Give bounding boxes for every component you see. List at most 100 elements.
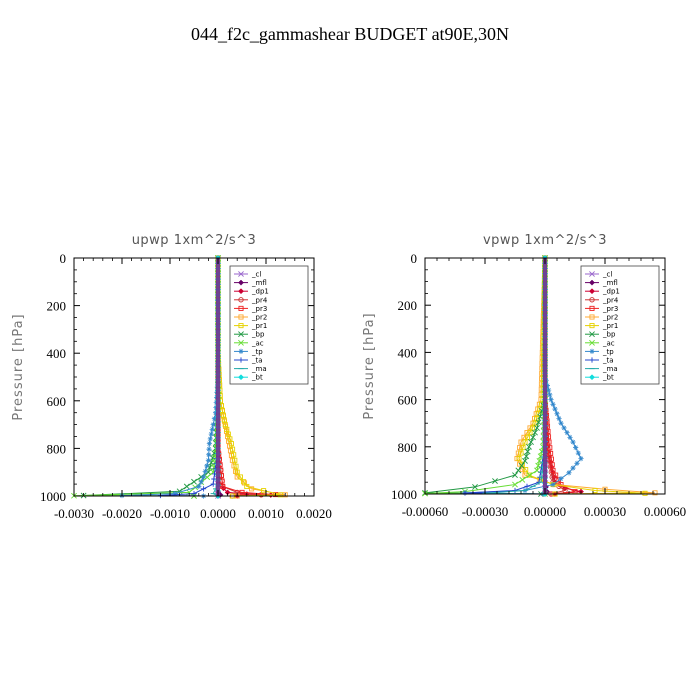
data-point: [196, 483, 202, 490]
data-point: [238, 357, 244, 363]
data-point: [549, 462, 555, 468]
data-point: [202, 468, 208, 475]
data-point: [589, 331, 595, 338]
data-point: [282, 492, 288, 498]
y-tick-label: 1000: [40, 489, 66, 504]
data-point: [512, 481, 518, 488]
series-line: [464, 258, 546, 495]
data-point: [526, 472, 533, 479]
data-point: [517, 445, 523, 451]
legend-label: _pr1: [602, 322, 618, 330]
data-point: [207, 436, 213, 442]
y-tick-label: 200: [398, 298, 418, 313]
legend-label: _tp: [251, 348, 263, 356]
data-point: [556, 415, 562, 422]
legend-item: _pr1: [234, 322, 267, 330]
x-tick-label: -0.0030: [54, 506, 94, 521]
figure-title: 044_f2c_gammashear BUDGET at90E,30N: [191, 24, 509, 44]
data-point: [238, 339, 244, 346]
data-point: [524, 448, 531, 455]
legend: _cl_mfl_dp1_pr4_pr3_pr2_pr1_bp_ac_tp_ta_…: [229, 265, 309, 385]
legend-label: _ta: [602, 357, 614, 365]
data-point: [548, 450, 554, 456]
series_ac: [422, 255, 548, 497]
data-point: [239, 489, 245, 495]
data-point: [589, 305, 595, 311]
data-point: [206, 446, 212, 452]
legend-item: _cl: [234, 271, 261, 279]
data-point: [566, 470, 572, 476]
y-tick-label: 0: [411, 251, 418, 266]
legend-item: _bp: [234, 331, 265, 339]
data-point: [210, 481, 216, 487]
data-point: [589, 339, 595, 346]
data-point: [209, 426, 215, 432]
data-point: [238, 279, 244, 286]
x-tick-label: -0.0020: [102, 506, 142, 521]
data-point: [589, 314, 595, 320]
data-point: [589, 323, 595, 329]
legend-label: _ma: [602, 365, 618, 373]
data-point: [238, 323, 244, 329]
data-point: [555, 477, 561, 483]
data-point: [237, 474, 243, 480]
series-line: [121, 258, 219, 497]
legend-item: _mfl: [234, 279, 267, 287]
data-point: [234, 474, 240, 480]
x-tick-label: -0.00030: [462, 504, 509, 519]
legend-item: _dp1: [234, 288, 269, 296]
data-point: [526, 443, 532, 450]
data-point: [183, 483, 190, 490]
y-tick-label: 600: [47, 394, 67, 409]
data-point: [234, 469, 240, 475]
data-point: [522, 439, 528, 445]
data-point: [209, 455, 216, 461]
data-point: [210, 422, 216, 428]
x-tick-label: 0.0000: [200, 506, 236, 521]
legend-item: _dp1: [585, 288, 620, 296]
y-axis-label: Pressure [hPa]: [362, 312, 377, 419]
panel-title: upwp 1xm^2/s^3: [132, 233, 257, 248]
data-point: [172, 491, 178, 497]
data-point: [570, 465, 576, 471]
data-point: [535, 419, 542, 426]
data-point: [213, 405, 219, 411]
data-point: [238, 297, 244, 303]
data-point: [231, 452, 237, 458]
data-point: [548, 456, 554, 462]
data-point: [238, 314, 244, 320]
data-point: [547, 445, 553, 451]
legend-item: _pr1: [585, 322, 618, 330]
data-point: [222, 422, 228, 428]
legend-label: _pr2: [251, 314, 267, 322]
data-point: [517, 461, 523, 467]
legend-label: _mfl: [602, 279, 618, 287]
data-point: [558, 420, 564, 426]
data-point: [518, 462, 525, 469]
data-point: [228, 441, 234, 447]
series-line: [83, 258, 219, 497]
data-point: [515, 467, 522, 474]
data-point: [201, 474, 207, 480]
data-point: [524, 483, 530, 489]
series_bp: [80, 255, 221, 499]
data-point: [548, 397, 554, 403]
data-point: [589, 288, 595, 295]
data-point: [523, 453, 530, 460]
data-point: [191, 478, 197, 485]
data-point: [535, 411, 541, 417]
data-point: [238, 331, 244, 338]
legend-label: _bp: [602, 331, 616, 339]
legend-label: _pr4: [251, 296, 268, 304]
legend-item: _bp: [585, 331, 616, 339]
legend-label: _bp: [251, 331, 265, 339]
data-point: [524, 430, 530, 436]
data-point: [589, 348, 595, 354]
data-point: [553, 472, 559, 478]
legend-item: _ma: [234, 365, 267, 373]
data-point: [213, 410, 219, 416]
data-point: [550, 467, 556, 473]
y-tick-label: 800: [47, 441, 67, 456]
legend-item: _pr3: [234, 305, 267, 313]
